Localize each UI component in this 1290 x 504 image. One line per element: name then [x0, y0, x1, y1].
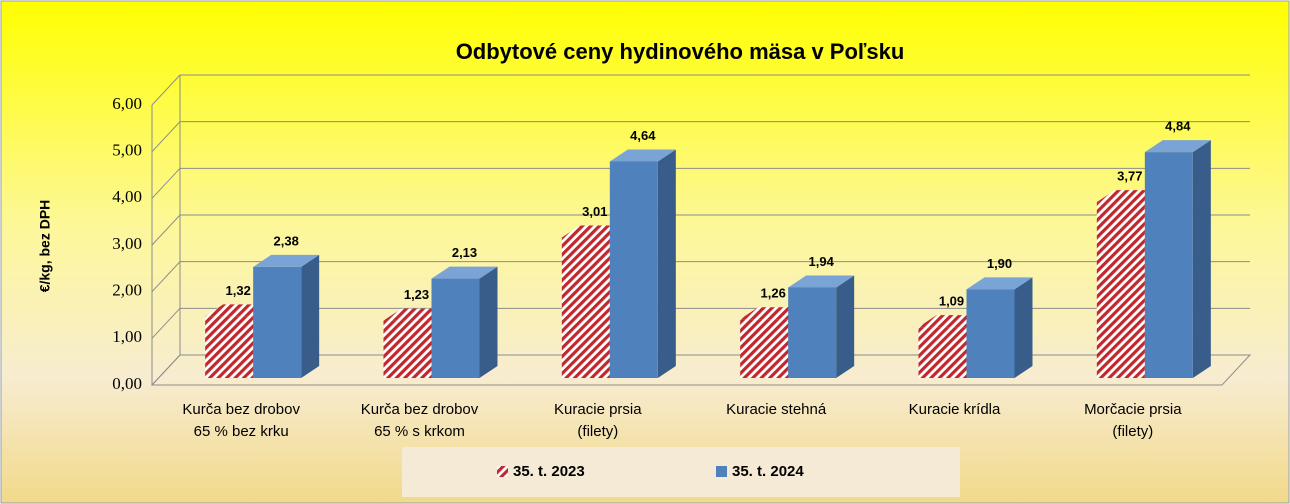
x-tick-label-line: 65 % bez krku — [194, 423, 289, 440]
data-label: 4,64 — [630, 128, 656, 143]
y-tick-label: 4,00 — [112, 187, 142, 206]
bar-top — [609, 149, 676, 162]
bar-front — [740, 319, 789, 378]
bar-front — [253, 266, 302, 378]
x-tick-label-line: Morčacie prsia — [1084, 401, 1182, 418]
data-label: 3,01 — [582, 204, 607, 219]
legend-label: 35. t. 2023 — [513, 463, 585, 480]
bar-front — [1144, 152, 1193, 378]
bar-top — [1144, 140, 1211, 153]
data-label: 3,77 — [1117, 169, 1142, 184]
x-tick-label-line: Kuracie prsia — [554, 401, 642, 418]
grid-line — [151, 261, 1250, 293]
y-tick-label: 3,00 — [112, 234, 142, 253]
x-tick-label-line: (filety) — [577, 423, 618, 440]
x-tick-label: Kuracie prsia (filety) — [554, 401, 642, 440]
data-label: 2,13 — [452, 245, 477, 260]
bar-side — [657, 149, 676, 378]
grid-line — [151, 354, 1250, 386]
bar — [609, 149, 676, 378]
bar-side — [1014, 277, 1033, 378]
y-tick-label: 5,00 — [112, 141, 142, 160]
bar-front — [561, 237, 610, 378]
bar-front — [788, 287, 837, 378]
bar-top — [431, 266, 498, 279]
data-label: 1,23 — [404, 287, 429, 302]
y-tick-label: 0,00 — [112, 374, 142, 393]
x-tick-label-line: Kuracie stehná — [726, 401, 827, 418]
grid-line — [151, 74, 1250, 106]
bar-side — [479, 266, 498, 378]
bar-front — [383, 320, 432, 378]
bar — [1144, 140, 1211, 378]
bar-front — [1096, 202, 1145, 378]
legend-box — [402, 447, 960, 497]
bar — [788, 275, 855, 378]
bar-front — [431, 278, 480, 378]
data-label: 4,84 — [1165, 119, 1191, 134]
bar — [431, 266, 498, 378]
y-tick-label: 2,00 — [112, 281, 142, 300]
bar — [966, 277, 1033, 378]
bar-front — [609, 161, 658, 378]
legend-swatch — [716, 466, 727, 477]
legend-label: 35. t. 2024 — [732, 463, 804, 480]
bar-front — [966, 289, 1015, 378]
x-tick-label: Kurča bez drobov 65 % s krkom — [361, 401, 479, 440]
grid-line — [151, 307, 1250, 339]
x-tick-label-line: Kuracie krídla — [909, 401, 1001, 418]
x-tick-label-line: 65 % s krkom — [374, 423, 465, 440]
bar-side — [301, 254, 320, 378]
bar-top — [966, 277, 1033, 290]
grid-line — [151, 214, 1250, 246]
x-tick-label: Kurča bez drobov 65 % bez krku — [182, 401, 300, 440]
x-tick-label-line: (filety) — [1112, 423, 1153, 440]
y-axis-label: €/kg, bez DPH — [37, 200, 53, 293]
data-label: 1,26 — [761, 286, 786, 301]
data-label: 1,32 — [226, 283, 251, 298]
bar-front — [205, 316, 254, 378]
bar-top — [253, 254, 320, 267]
bar-front — [918, 327, 967, 378]
grid-line — [151, 121, 1250, 153]
data-label: 1,90 — [987, 256, 1012, 271]
data-label: 2,38 — [274, 233, 299, 248]
x-tick-label-line: Kurča bez drobov — [182, 401, 300, 418]
x-tick-label: Morčacie prsia (filety) — [1084, 401, 1182, 440]
legend-swatch — [497, 466, 508, 477]
y-tick-label: 6,00 — [112, 94, 142, 113]
x-tick-label: Kuracie stehná — [726, 401, 827, 418]
x-tick-label-line: Kurča bez drobov — [361, 401, 479, 418]
y-tick-label: 1,00 — [112, 327, 142, 346]
grid-line — [151, 167, 1250, 199]
chart-title: Odbytové ceny hydinového mäsa v Poľsku — [456, 39, 905, 64]
bar-side — [1192, 140, 1211, 378]
bar — [253, 254, 320, 378]
bar-side — [836, 275, 855, 378]
data-label: 1,09 — [939, 294, 964, 309]
bar-top — [788, 275, 855, 288]
x-tick-label: Kuracie krídla — [909, 401, 1001, 418]
data-label: 1,94 — [809, 254, 835, 269]
